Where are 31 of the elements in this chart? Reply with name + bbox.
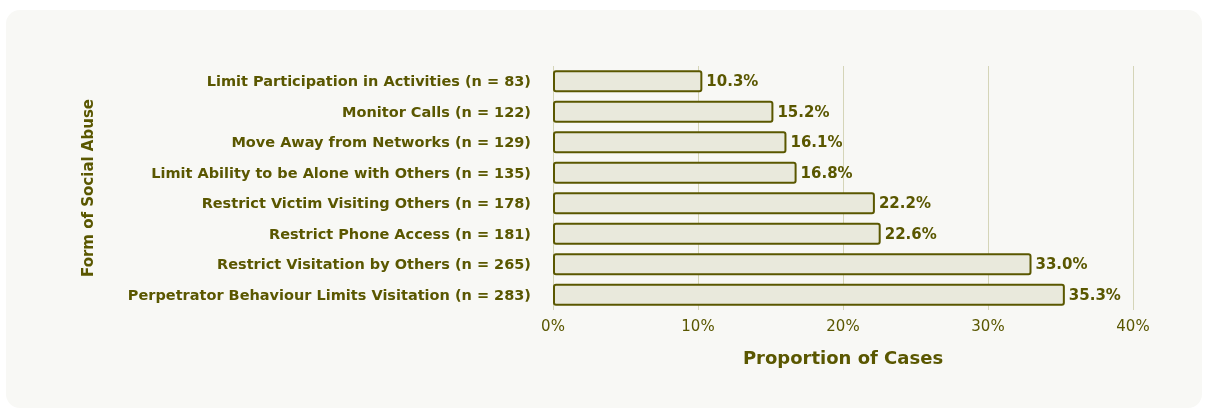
x-tick-label: 0% [541, 316, 565, 335]
y-tick-label: Monitor Calls (n = 122) [342, 103, 531, 120]
y-tick-label: Restrict Visitation by Others (n = 265) [217, 256, 531, 273]
data-label: 15.2% [777, 102, 830, 121]
y-tick-label: Limit Ability to be Alone with Others (n = 135) [151, 164, 531, 181]
x-axis-title: Proportion of Cases [742, 346, 944, 368]
x-tick-label: 30% [971, 316, 1005, 335]
data-label: 35.3% [1068, 285, 1121, 304]
bar [553, 161, 797, 184]
x-tick-label: 10% [681, 316, 715, 335]
bar [553, 222, 881, 245]
y-tick-label: Move Away from Networks (n = 129) [231, 134, 531, 151]
data-label: 22.2% [878, 194, 931, 213]
bar [553, 253, 1032, 276]
y-tick-label: Limit Participation in Activities (n = 83) [206, 73, 531, 90]
bar [553, 283, 1065, 306]
bar [553, 70, 703, 93]
data-label: 22.6% [884, 224, 937, 243]
bar [553, 131, 787, 154]
data-label: 10.3% [706, 72, 759, 91]
y-tick-label: Perpetrator Behaviour Limits Visitation (n = 283) [127, 286, 531, 303]
data-label: 16.8% [800, 163, 853, 182]
data-label: 16.1% [790, 133, 843, 152]
y-axis-title: Form of Social Abuse [78, 98, 97, 278]
x-tick-label: 20% [826, 316, 860, 335]
bar [553, 100, 774, 123]
x-tick-label: 40% [1116, 316, 1150, 335]
y-tick-label: Restrict Victim Visiting Others (n = 178) [201, 195, 531, 212]
y-tick-label: Restrict Phone Access (n = 181) [268, 225, 531, 242]
data-label: 33.0% [1035, 255, 1088, 274]
bar [553, 192, 875, 215]
